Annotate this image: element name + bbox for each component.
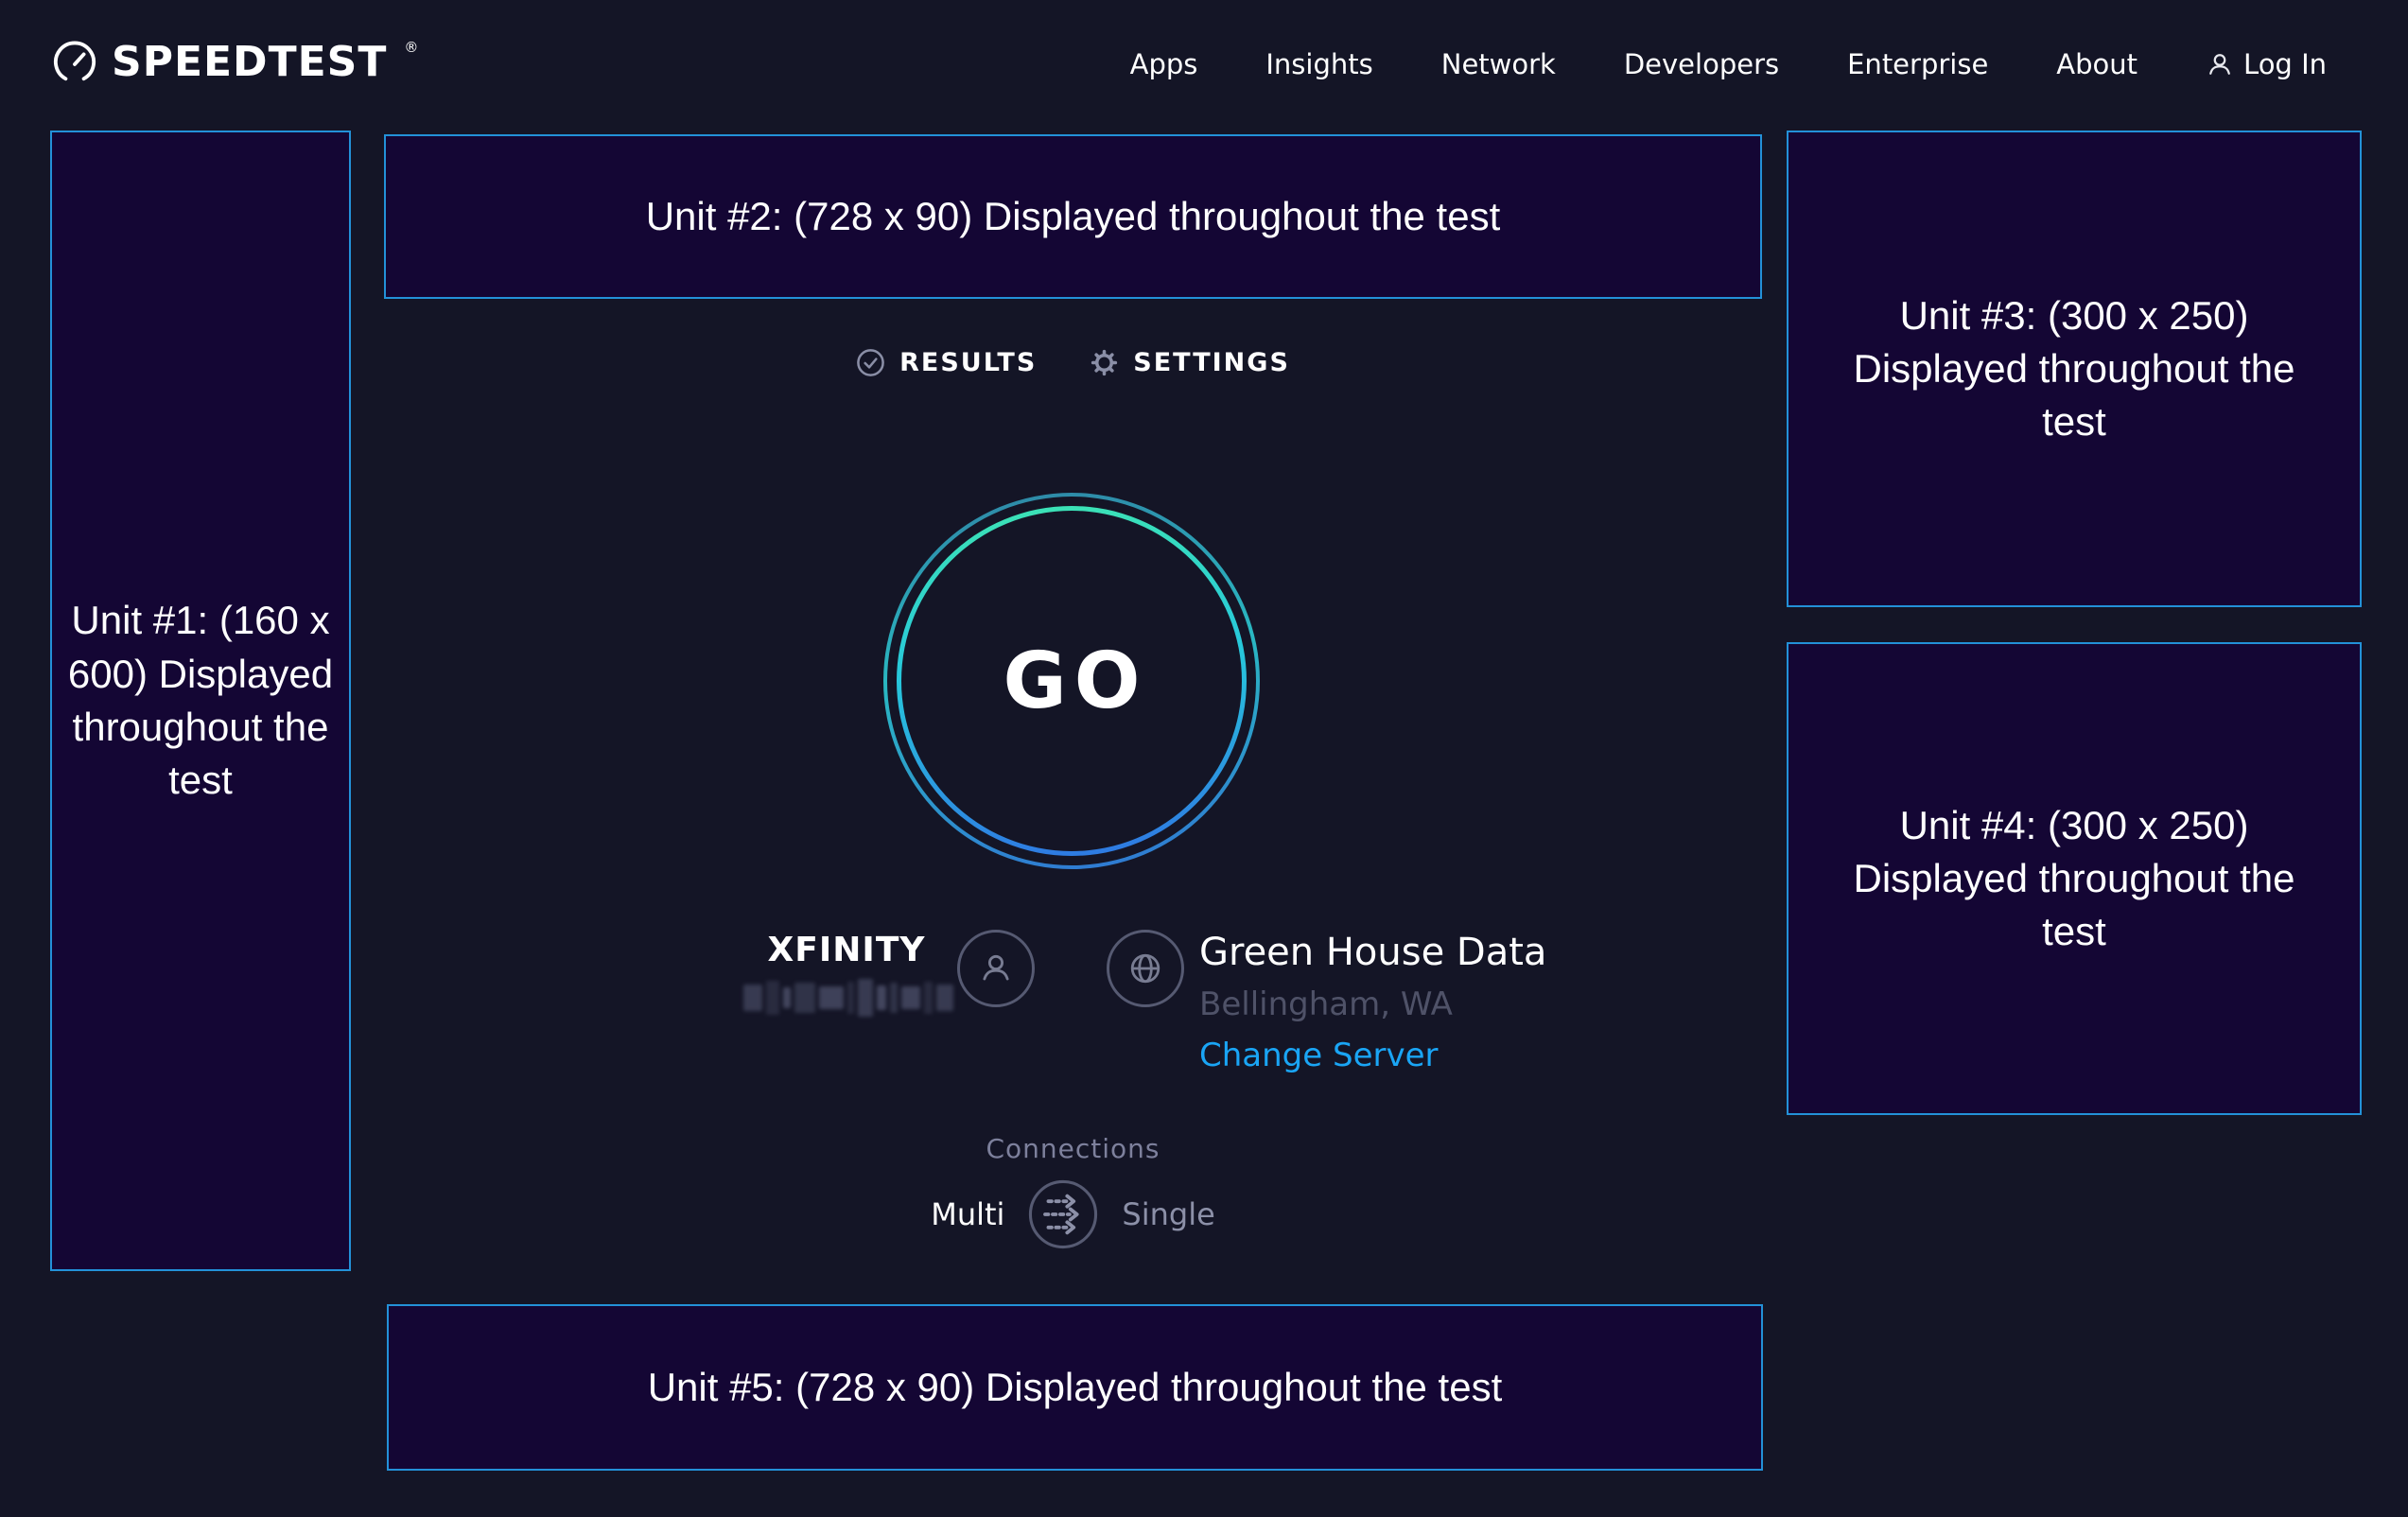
- connections-toggle-row: Multi Single: [384, 1178, 1762, 1250]
- censor-block: [819, 986, 844, 1009]
- globe-icon: [1124, 947, 1167, 990]
- ad-unit-5-leaderboard[interactable]: Unit #5: (728 x 90) Displayed throughout…: [387, 1304, 1763, 1471]
- ad-unit-4-rectangle[interactable]: Unit #4: (300 x 250) Displayed throughou…: [1787, 642, 2362, 1115]
- nav-item-developers[interactable]: Developers: [1623, 48, 1780, 80]
- logo-text: SPEEDTEST: [112, 38, 388, 86]
- tabs-bar: RESULTS: [384, 348, 1762, 377]
- censor-block: [794, 983, 815, 1013]
- speedtest-logo[interactable]: SPEEDTEST ®: [53, 38, 418, 86]
- main-nav: Apps Insights Network Developers Enterpr…: [1130, 0, 2327, 129]
- ad-text: Unit #5: (728 x 90) Displayed throughout…: [647, 1364, 1503, 1409]
- speedometer-icon: [53, 41, 96, 84]
- nav-item-network[interactable]: Network: [1440, 48, 1556, 80]
- logo-trademark: ®: [404, 38, 419, 56]
- change-server-link[interactable]: Change Server: [1199, 1037, 1439, 1074]
- go-button[interactable]: GO: [883, 493, 1260, 869]
- censor-block: [847, 982, 854, 1014]
- censored-ip-address: [743, 978, 953, 1018]
- ad-text: Unit #3: (300 x 250) Displayed throughou…: [1853, 292, 2295, 445]
- censor-block: [766, 981, 779, 1015]
- censor-block: [877, 985, 886, 1010]
- tab-settings[interactable]: SETTINGS: [1090, 348, 1290, 377]
- connections-toggle-icon[interactable]: [1027, 1178, 1099, 1250]
- login-label: Log In: [2243, 48, 2327, 80]
- nav-item-insights[interactable]: Insights: [1265, 48, 1373, 80]
- censor-block: [743, 985, 762, 1011]
- go-button-inner-ring: GO: [897, 506, 1247, 856]
- nav-item-about[interactable]: About: [2056, 48, 2138, 80]
- server-name: Green House Data: [1199, 931, 1547, 974]
- tab-settings-label: SETTINGS: [1133, 348, 1290, 377]
- tab-results-label: RESULTS: [899, 348, 1038, 377]
- connections-title: Connections: [986, 1133, 1160, 1164]
- go-label: GO: [1003, 636, 1148, 726]
- login-button[interactable]: Log In: [2206, 48, 2327, 80]
- person-icon: [975, 948, 1017, 989]
- nav-item-enterprise[interactable]: Enterprise: [1847, 48, 1989, 80]
- gear-icon: [1090, 348, 1119, 377]
- server-badge[interactable]: [1107, 930, 1184, 1007]
- connections-single-label[interactable]: Single: [1122, 1196, 1215, 1232]
- isp-badge[interactable]: [957, 930, 1035, 1007]
- check-circle-icon: [856, 348, 885, 377]
- ad-unit-3-rectangle[interactable]: Unit #3: (300 x 250) Displayed throughou…: [1787, 131, 2362, 607]
- isp-name: XFINITY: [767, 931, 926, 969]
- ad-unit-1-skyscraper[interactable]: Unit #1: (160 x 600) Displayed throughou…: [50, 131, 351, 1271]
- server-location: Bellingham, WA: [1199, 985, 1453, 1023]
- ad-unit-2-leaderboard[interactable]: Unit #2: (728 x 90) Displayed throughout…: [384, 134, 1762, 299]
- ad-text: Unit #1: (160 x 600) Displayed throughou…: [67, 598, 334, 803]
- censor-block: [924, 982, 933, 1014]
- censor-block: [936, 985, 953, 1011]
- ad-text: Unit #4: (300 x 250) Displayed throughou…: [1853, 802, 2295, 954]
- connections-multi-label[interactable]: Multi: [931, 1196, 1005, 1232]
- tab-results[interactable]: RESULTS: [856, 348, 1037, 377]
- censor-block: [783, 987, 791, 1008]
- censor-block: [858, 979, 873, 1017]
- ad-text: Unit #2: (728 x 90) Displayed throughout…: [645, 193, 1501, 238]
- nav-item-apps[interactable]: Apps: [1129, 48, 1198, 80]
- censor-block: [901, 986, 920, 1009]
- censor-block: [890, 983, 898, 1013]
- user-icon: [2206, 50, 2234, 78]
